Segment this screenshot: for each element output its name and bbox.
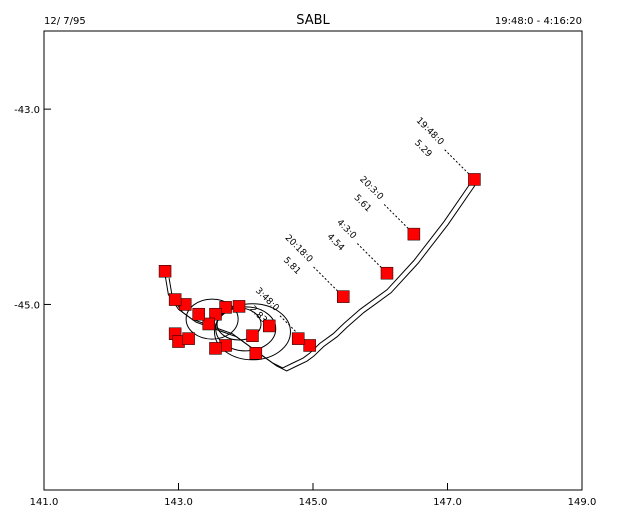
position-marker xyxy=(192,307,205,321)
header-date: 12/ 7/95 xyxy=(44,16,86,27)
point-label: 5.29 xyxy=(412,138,433,159)
x-tick-label: 147.0 xyxy=(433,497,462,508)
x-tick-label: 141.0 xyxy=(30,497,59,508)
track-line xyxy=(164,182,472,369)
chart-title: SABL xyxy=(296,13,330,28)
position-marker xyxy=(182,332,195,345)
position-marker xyxy=(337,290,350,303)
x-tick-label: 143.0 xyxy=(164,497,193,508)
header-time-range: 19:48:0 - 4:16:20 xyxy=(495,16,582,27)
x-tick-label: 145.0 xyxy=(299,497,328,508)
plot-frame xyxy=(43,30,583,491)
track-loop xyxy=(213,303,291,361)
position-marker xyxy=(168,293,182,306)
x-tick-label: 149.0 xyxy=(568,497,597,508)
position-marker xyxy=(380,266,394,280)
leader-line xyxy=(279,315,310,346)
position-marker xyxy=(407,227,421,241)
position-marker xyxy=(232,300,246,313)
point-label: 5.81 xyxy=(281,256,302,277)
position-marker xyxy=(303,339,316,352)
leader-line xyxy=(356,242,388,274)
position-marker xyxy=(219,301,232,314)
point-label: 4.54 xyxy=(325,232,346,253)
position-marker xyxy=(249,347,263,360)
leader-line xyxy=(444,149,475,180)
x-axis: 141.0 143.0 145.0 147.0 149.0 xyxy=(30,483,597,508)
position-marker xyxy=(202,317,216,331)
track-loop xyxy=(185,298,239,340)
position-marker xyxy=(263,319,276,333)
position-marker xyxy=(291,332,305,345)
position-marker xyxy=(158,264,172,278)
position-marker xyxy=(246,329,259,342)
y-tick-label: -45.0 xyxy=(14,300,40,311)
point-label: 5.61 xyxy=(352,193,373,214)
y-axis: -43.0 -45.0 xyxy=(14,105,51,311)
leader-line xyxy=(312,266,344,297)
track-loop xyxy=(215,306,277,352)
position-marker xyxy=(468,173,481,186)
leader-line xyxy=(383,203,415,235)
y-tick-label: -43.0 xyxy=(14,105,40,116)
position-marker xyxy=(209,342,222,355)
position-marker xyxy=(209,307,222,321)
